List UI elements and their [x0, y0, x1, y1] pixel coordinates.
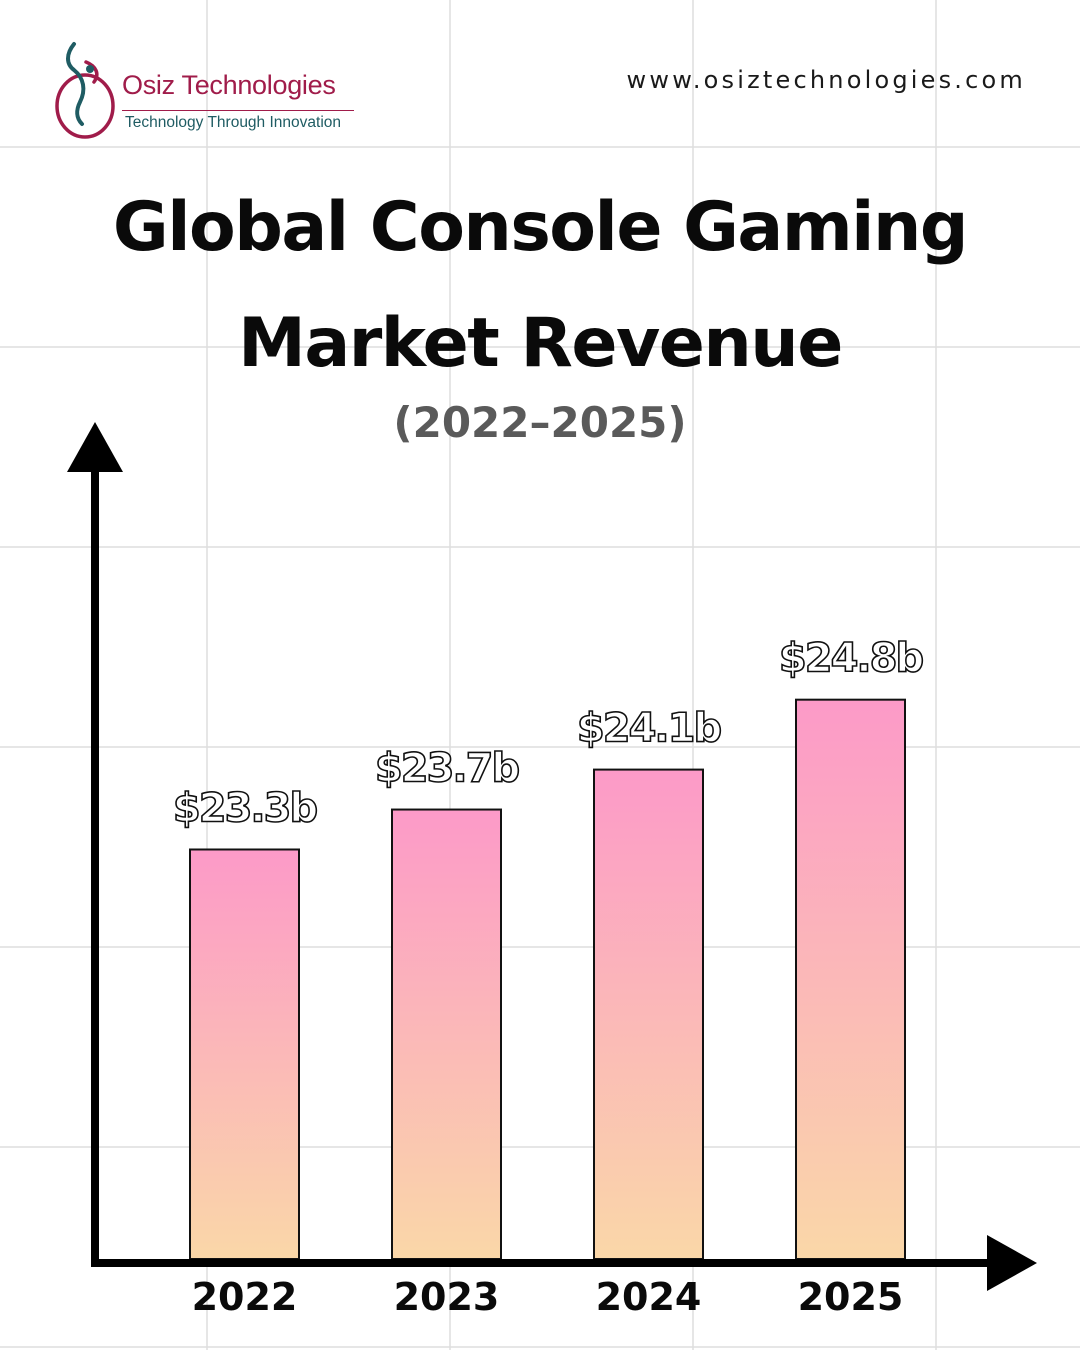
x-axis-arrow-icon: [987, 1235, 1037, 1291]
bar-2025: [795, 698, 906, 1260]
x-tick-label-2025: 2025: [798, 1275, 904, 1319]
osiz-logo-icon: [55, 42, 115, 139]
header: Osiz Technologies Technology Through Inn…: [0, 0, 1080, 150]
value-label-2022: $23.3b: [173, 785, 317, 831]
bar-2022: [189, 848, 300, 1260]
brand-tagline: Technology Through Innovation: [125, 114, 342, 131]
bar-2023: [391, 808, 502, 1260]
value-label-2023: $23.7b: [375, 746, 519, 792]
chart-title-line-1: Global Console Gaming: [112, 188, 969, 267]
y-axis-arrow-icon: [67, 422, 123, 472]
bar-2024: [593, 768, 704, 1260]
value-label-2024: $24.1b: [577, 706, 721, 752]
chart-title-line-2: Market Revenue: [238, 304, 843, 383]
x-tick-label-2022: 2022: [192, 1275, 298, 1319]
brand-divider: [122, 110, 354, 111]
chart-subtitle: (2022–2025): [393, 398, 687, 447]
x-tick-label-2024: 2024: [596, 1275, 702, 1319]
value-label-2025: $24.8b: [779, 636, 923, 682]
brand-name: Osiz Technologies: [122, 70, 336, 100]
x-tick-label-2023: 2023: [394, 1275, 500, 1319]
website-url[interactable]: www.osiztechnologies.com: [626, 66, 1026, 94]
